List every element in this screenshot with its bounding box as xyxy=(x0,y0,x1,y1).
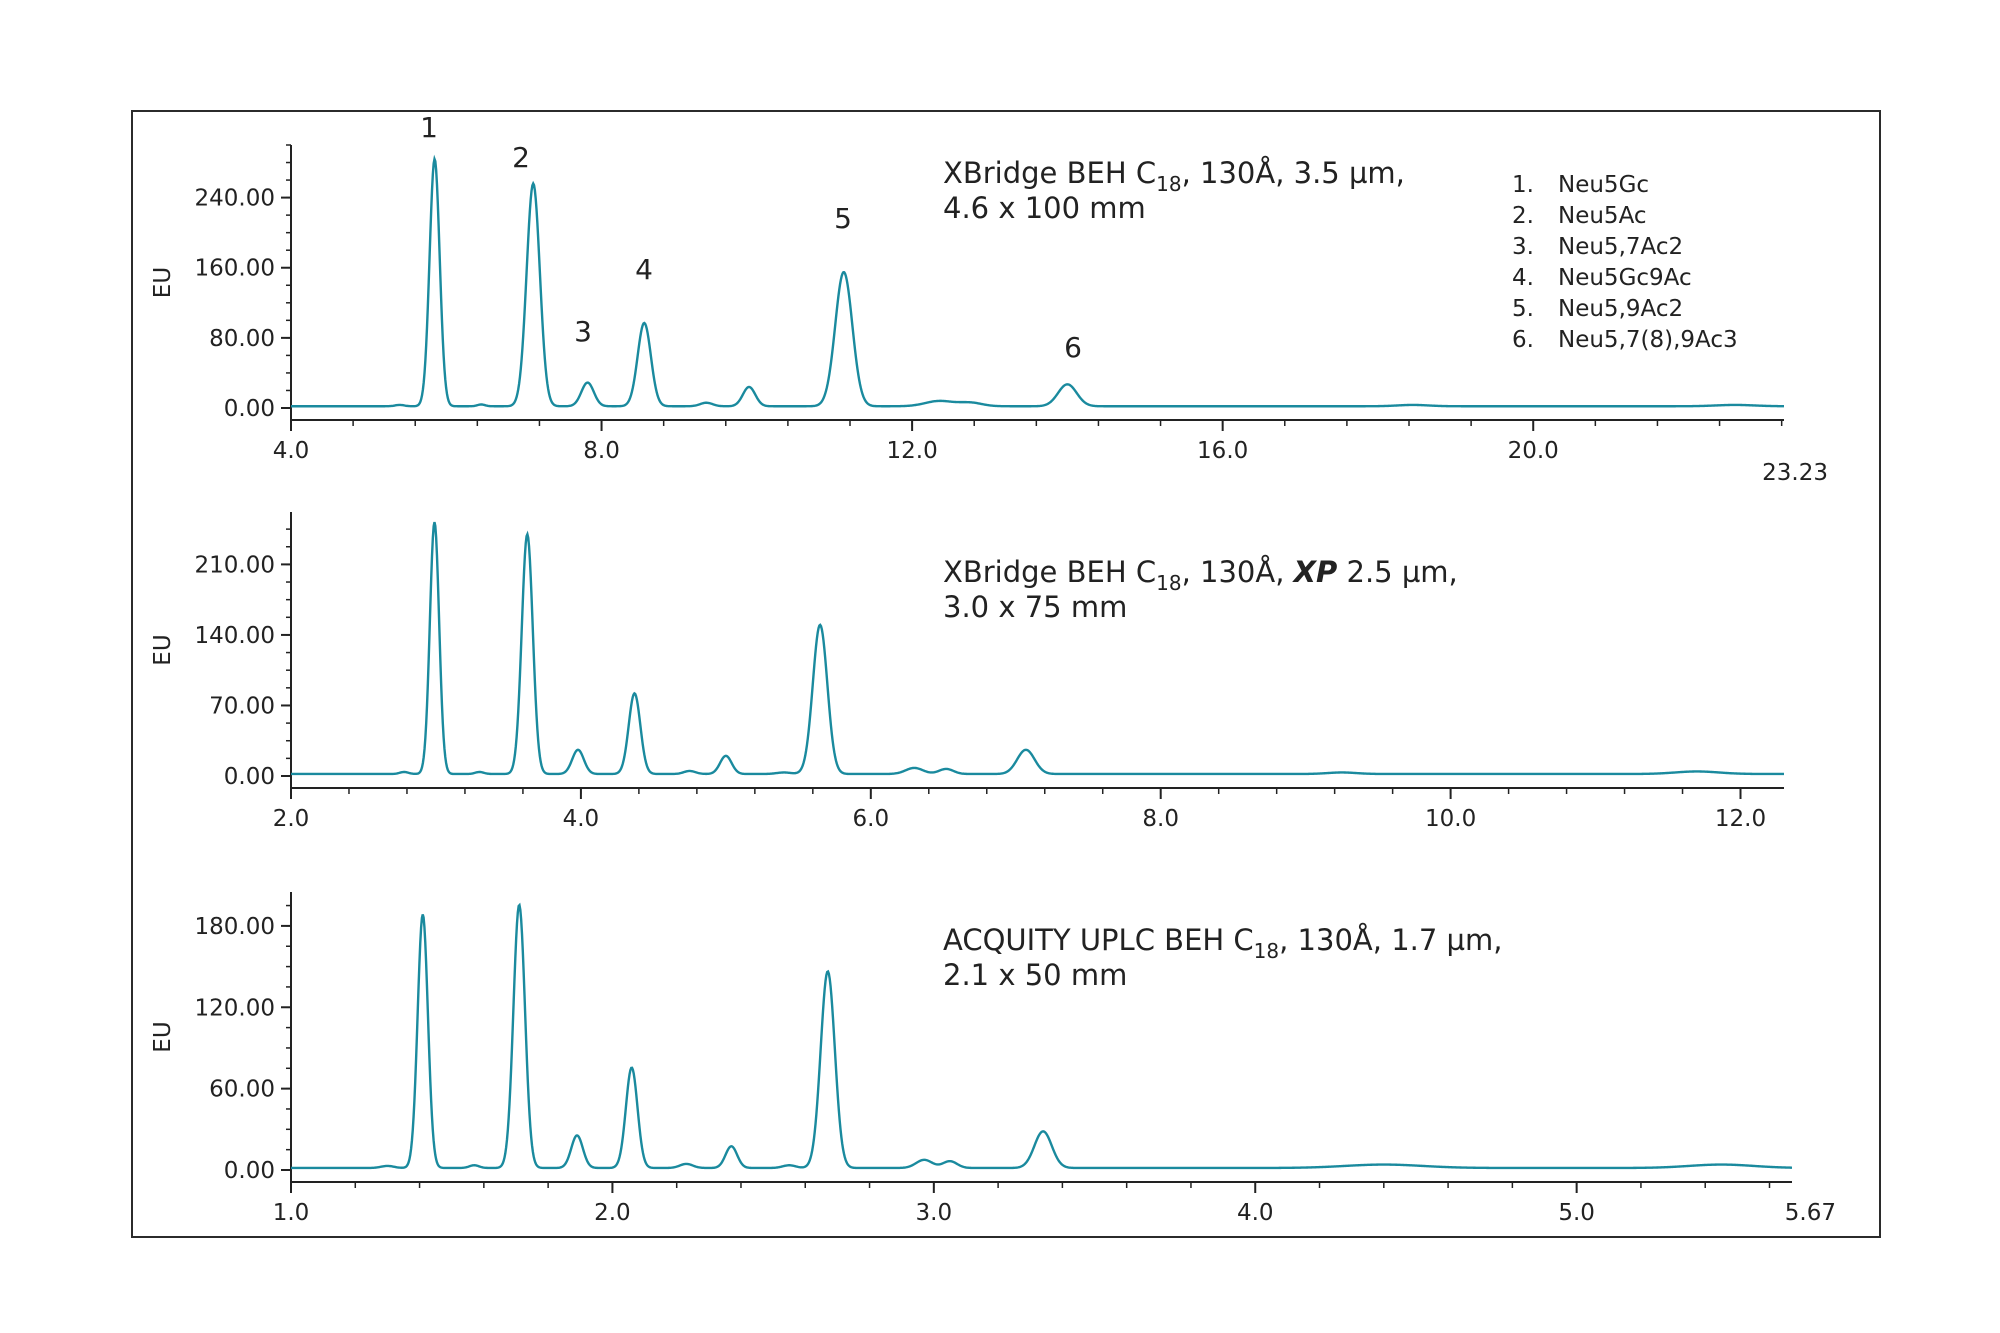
y-tick-label: 140.00 xyxy=(195,623,275,649)
x-tick-label: 20.0 xyxy=(1508,438,1559,464)
legend-number: 4. xyxy=(1512,265,1534,291)
legend-compound: Neu5Ac xyxy=(1558,203,1647,229)
chart-panel-2: 0.00 70.00 140.00 210.00 EU 2.0 4.0 6.0 8.0 10.0 1… xyxy=(150,512,1784,832)
peak-label-2: 2 xyxy=(512,141,530,174)
y-tick-label: 240.00 xyxy=(195,186,275,212)
legend-number: 6. xyxy=(1512,327,1534,353)
legend-compound: Neu5,7(8),9Ac3 xyxy=(1558,327,1738,353)
legend-compound: Neu5,9Ac2 xyxy=(1558,296,1683,322)
chromatogram-trace xyxy=(291,902,1793,1170)
x-tick-label: 2.0 xyxy=(273,806,310,832)
x-tick-label: 3.0 xyxy=(916,1200,953,1226)
y-tick-label: 60.00 xyxy=(209,1077,275,1103)
legend-compound: Neu5Gc xyxy=(1558,172,1649,198)
figure-frame xyxy=(131,110,1881,1238)
legend-compound: Neu5,7Ac2 xyxy=(1558,234,1683,260)
x-tick-label: 10.0 xyxy=(1425,806,1476,832)
x-end-label: 23.23 xyxy=(1762,460,1828,486)
y-axis-label: EU xyxy=(150,1021,176,1052)
x-tick-label: 4.0 xyxy=(273,438,310,464)
legend-number: 5. xyxy=(1512,296,1534,322)
legend-number: 1. xyxy=(1512,172,1534,198)
y-tick-label: 180.00 xyxy=(195,914,275,940)
x-tick-label: 4.0 xyxy=(563,806,600,832)
x-tick-label: 6.0 xyxy=(853,806,890,832)
y-axis-label: EU xyxy=(150,634,176,665)
column-dimensions: 2.1 x 50 mm xyxy=(943,958,1127,992)
y-tick-label: 120.00 xyxy=(195,995,275,1021)
x-tick-label: 8.0 xyxy=(1142,806,1179,832)
x-tick-label: 2.0 xyxy=(594,1200,631,1226)
x-tick-label: 5.0 xyxy=(1558,1200,1595,1226)
peak-label-5: 5 xyxy=(834,202,852,235)
x-tick-label: 16.0 xyxy=(1197,438,1248,464)
y-tick-label: 0.00 xyxy=(224,396,275,422)
y-tick-label: 70.00 xyxy=(209,693,275,719)
legend-number: 2. xyxy=(1512,203,1534,229)
y-tick-label: 0.00 xyxy=(224,1158,275,1184)
chromatogram-trace xyxy=(291,154,1784,408)
legend-number: 3. xyxy=(1512,234,1534,260)
chart-panel-3: 0.00 60.00 120.00 180.00 EU 1.0 2.0 3.0 4.0 5.0 5.… xyxy=(150,892,1836,1226)
x-tick-label: 4.0 xyxy=(1237,1200,1274,1226)
x-tick-label: 12.0 xyxy=(1715,806,1766,832)
peak-legend: 1. Neu5Gc 2. Neu5Ac 3. Neu5,7Ac2 4. Neu5Gc9Ac 5.… xyxy=(1512,172,1738,353)
peak-label-1: 1 xyxy=(420,111,438,144)
x-tick-label: 1.0 xyxy=(273,1200,310,1226)
x-tick-label: 12.0 xyxy=(887,438,938,464)
peak-label-4: 4 xyxy=(635,253,653,286)
chromatogram-trace xyxy=(291,521,1784,776)
y-tick-label: 0.00 xyxy=(224,764,275,790)
x-tick-label: 8.0 xyxy=(583,438,620,464)
chart-panel-1: 0.00 80.00 160.00 240.00 EU 4.0 8.0 12.0 16.0 20.… xyxy=(150,111,1828,486)
column-dimensions: 3.0 x 75 mm xyxy=(943,590,1127,624)
legend-compound: Neu5Gc9Ac xyxy=(1558,265,1692,291)
y-tick-label: 160.00 xyxy=(195,256,275,282)
y-axis-label: EU xyxy=(150,267,176,298)
peak-label-6: 6 xyxy=(1064,331,1082,364)
column-title: ACQUITY UPLC BEH C18, 130Å, 1.7 µm, xyxy=(943,923,1502,963)
column-dimensions: 4.6 x 100 mm xyxy=(943,191,1146,225)
x-end-label: 5.67 xyxy=(1785,1200,1836,1226)
column-title: XBridge BEH C18, 130Å, 3.5 µm, xyxy=(943,156,1405,196)
peak-label-3: 3 xyxy=(574,315,592,348)
y-tick-label: 80.00 xyxy=(209,326,275,352)
column-title: XBridge BEH C18, 130Å, XP 2.5 µm, xyxy=(943,555,1458,595)
y-tick-label: 210.00 xyxy=(195,552,275,578)
